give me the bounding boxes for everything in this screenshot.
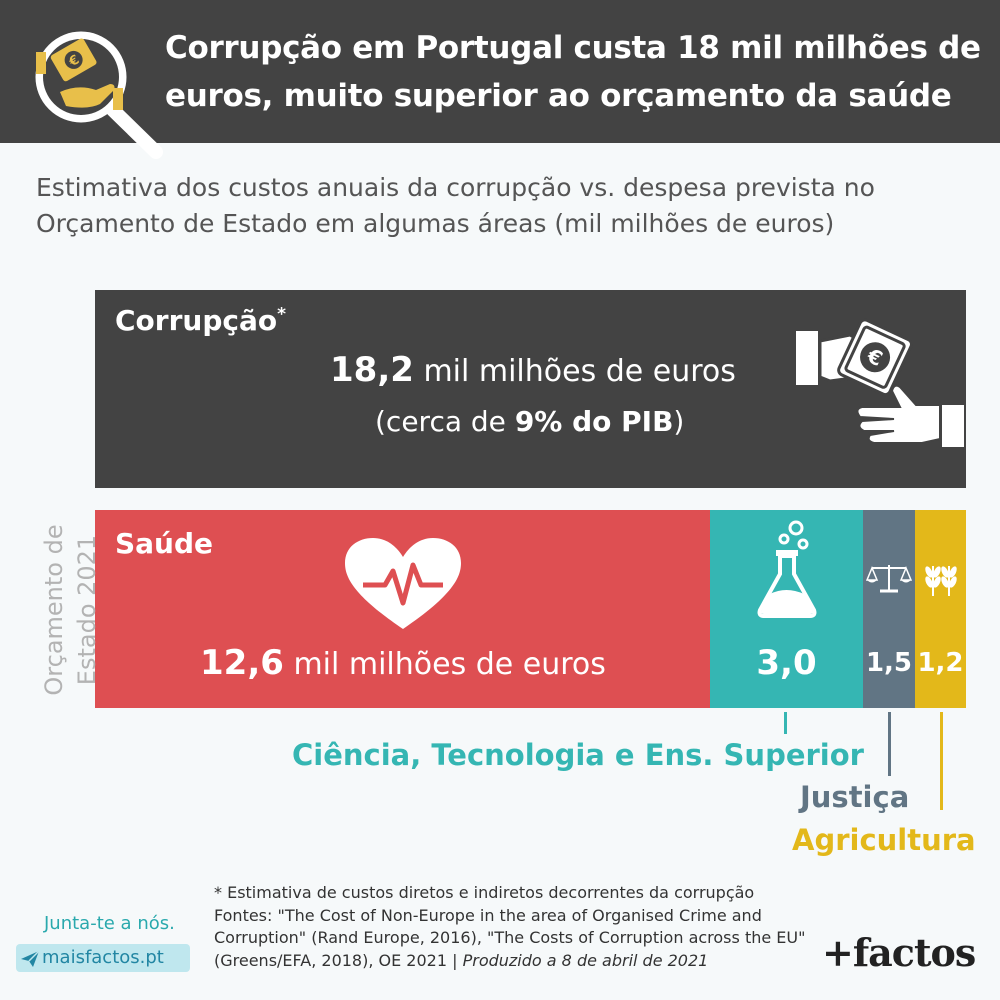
header-bar bbox=[0, 0, 1000, 143]
ciencia-leader-line bbox=[784, 712, 787, 734]
bar-justica bbox=[863, 510, 915, 708]
corruption-unit: mil milhões de euros bbox=[423, 354, 736, 389]
justica-leader-line bbox=[888, 712, 891, 776]
footnote-produced: Produzido a 8 de abril de 2021 bbox=[462, 950, 709, 970]
ciencia-value: 3,0 bbox=[756, 643, 817, 683]
site-link[interactable]: maisfactos.pt bbox=[42, 947, 164, 968]
corruption-label: Corrupção* bbox=[115, 304, 286, 337]
saude-unit: mil milhões de euros bbox=[293, 647, 606, 682]
justica-label: Justiça bbox=[800, 780, 910, 814]
saude-value-text: 12,6 mil milhões de euros bbox=[200, 643, 606, 683]
corruption-name: Corrupção bbox=[115, 304, 278, 337]
saude-label: Saúde bbox=[115, 527, 214, 560]
agricultura-leader-line bbox=[940, 712, 943, 810]
agricultura-label: Agricultura bbox=[792, 823, 976, 857]
corruption-value-text: 18,2 mil milhões de euros bbox=[330, 350, 736, 390]
corruption-note-bold: 9% do PIB bbox=[514, 405, 674, 438]
chart-subtitle: Estimativa dos custos anuais da corrupçã… bbox=[36, 173, 875, 238]
heart-pulse-icon bbox=[345, 538, 461, 629]
agricultura-value: 1,2 bbox=[917, 648, 964, 678]
hand-money-icon: € bbox=[796, 318, 964, 447]
budget-label-line2: Estado 2021 bbox=[73, 535, 101, 685]
corruption-value: 18,2 bbox=[330, 350, 414, 390]
budget-label-line1: Orçamento de bbox=[40, 524, 68, 695]
saude-value: 12,6 bbox=[200, 643, 284, 683]
corruption-note: (cerca de 9% do PIB) bbox=[375, 405, 684, 438]
paper-plane-icon bbox=[21, 950, 40, 967]
join-text: Junta-te a nós. bbox=[44, 913, 175, 934]
corruption-bar bbox=[95, 290, 966, 488]
flask-icon bbox=[757, 520, 817, 618]
scales-icon bbox=[866, 565, 912, 593]
site-link-pill[interactable] bbox=[16, 944, 190, 972]
footnote-asterisk-note: * Estimativa de custos diretos e indiret… bbox=[214, 883, 755, 902]
footnote-sources: Fontes: "The Cost of Non-Europe in the a… bbox=[214, 905, 806, 970]
brand-logo: +factos bbox=[822, 930, 976, 975]
magnifier-money-icon: € bbox=[35, 31, 163, 159]
page-title: Corrupção em Portugal custa 18 mil milhõ… bbox=[165, 30, 981, 114]
corruption-note-suffix: ) bbox=[673, 405, 685, 438]
corruption-note-prefix: (cerca de bbox=[375, 405, 506, 438]
bar-agricultura bbox=[915, 510, 966, 708]
justica-value: 1,5 bbox=[865, 648, 913, 678]
wheat-icon bbox=[925, 566, 957, 596]
budget-axis-label: Orçamento de Estado 2021 bbox=[40, 524, 101, 695]
ciencia-label: Ciência, Tecnologia e Ens. Superior bbox=[292, 738, 864, 772]
footnote: * Estimativa de custos diretos e indiret… bbox=[214, 882, 834, 972]
corruption-asterisk: * bbox=[277, 304, 286, 325]
